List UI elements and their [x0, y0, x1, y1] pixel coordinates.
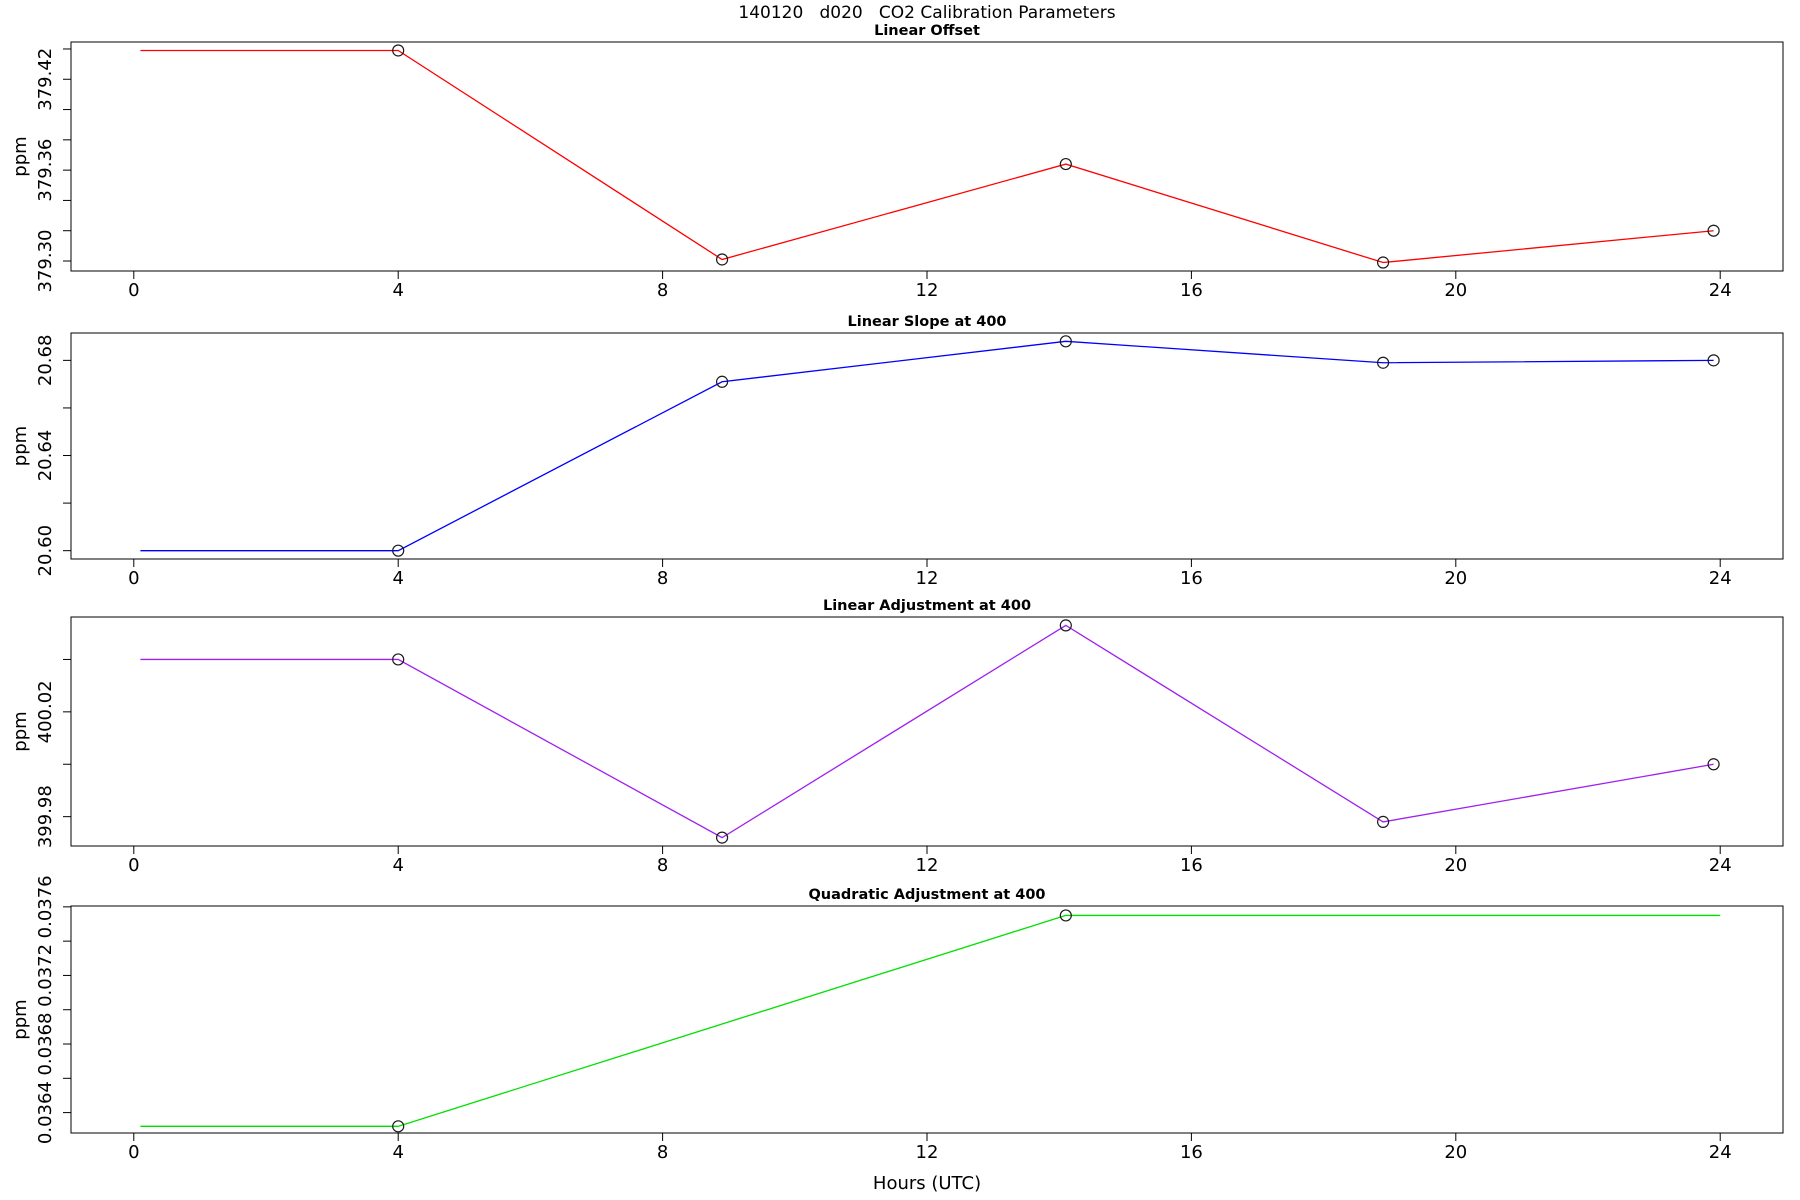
x-tick-label: 24 [1709, 568, 1732, 589]
y-tick-label: 379.42 [35, 48, 56, 111]
y-tick-label: 0.0372 [35, 944, 56, 1007]
x-tick-label: 8 [657, 855, 668, 876]
x-tick-label: 4 [392, 855, 403, 876]
x-tick-label: 20 [1444, 1142, 1467, 1163]
data-point-marker [1707, 354, 1720, 367]
x-tick-label: 16 [1180, 1142, 1203, 1163]
data-point-marker [392, 44, 405, 57]
panel-title: Linear Slope at 400 [847, 314, 1006, 330]
data-point-marker [392, 544, 405, 557]
data-point-marker [1059, 909, 1072, 922]
data-point-marker [715, 831, 729, 844]
data-point-marker [1376, 356, 1390, 369]
y-axis-unit-label: ppm [10, 711, 31, 751]
x-tick-label: 0 [128, 568, 139, 589]
y-axis-unit-label: ppm [10, 136, 31, 176]
x-tick-label: 0 [128, 280, 139, 301]
y-axis-unit-label: ppm [10, 426, 31, 466]
data-point-marker [1059, 619, 1072, 632]
linear-offset-line [140, 49, 1714, 264]
data-point-marker [1376, 815, 1390, 828]
y-tick-label: 20.64 [35, 430, 56, 482]
x-tick-label: 8 [657, 568, 668, 589]
y-tick-label: 379.36 [35, 139, 56, 202]
data-point-marker [1059, 157, 1072, 171]
x-tick-label: 0 [128, 1142, 139, 1163]
x-tick-label: 20 [1444, 280, 1467, 301]
x-axis-label: Hours (UTC) [872, 1173, 982, 1194]
plot-box [70, 332, 1784, 560]
data-point-marker [715, 375, 729, 388]
data-point-marker [1707, 224, 1720, 237]
panel-title: Linear Offset [874, 23, 980, 39]
x-tick-label: 8 [657, 280, 668, 301]
y-tick-label: 0.0368 [35, 1013, 56, 1076]
plot-box [70, 616, 1784, 847]
y-tick-label: 0.0364 [35, 1081, 56, 1144]
panel-linear-slope-at-400: Linear Slope at 400 20.68 20.64 20.60 ppm 0 4 8… [10, 314, 1784, 589]
panel-linear-offset: Linear Offset 379.42 379.36 379.30 ppm 0 4 8 12 1… [10, 23, 1784, 301]
x-tick-label: 12 [916, 280, 939, 301]
x-tick-label: 24 [1709, 1142, 1732, 1163]
x-tick-label: 4 [392, 280, 403, 301]
linear-adjustment-at-400-line [140, 624, 1714, 839]
y-tick-label: 0.0376 [35, 875, 56, 938]
x-tick-label: 16 [1180, 568, 1203, 589]
y-tick-label: 379.30 [35, 230, 56, 293]
data-point-marker [715, 253, 729, 266]
plot-box [70, 41, 1784, 272]
x-tick-label: 4 [392, 1142, 403, 1163]
x-tick-label: 20 [1444, 568, 1467, 589]
data-point-marker [1059, 335, 1072, 348]
linear-slope-at-400-line [140, 340, 1714, 552]
x-tick-label: 24 [1709, 855, 1732, 876]
x-tick-label: 12 [916, 1142, 939, 1163]
panel-quadratic-adjustment-at-400: Quadratic Adjustment at 400 0.0376 0.0372 0… [10, 875, 1784, 1163]
y-tick-label: 400.02 [35, 680, 56, 743]
y-tick-label: 20.60 [35, 525, 56, 577]
data-point-marker [1707, 758, 1720, 771]
panel-title: Quadratic Adjustment at 400 [808, 887, 1045, 903]
quadratic-adjustment-at-400-line [140, 914, 1721, 1127]
x-tick-label: 16 [1180, 280, 1203, 301]
x-tick-label: 12 [916, 855, 939, 876]
x-tick-label: 12 [916, 568, 939, 589]
data-point-marker [392, 653, 405, 666]
y-tick-label: 20.68 [35, 335, 56, 387]
y-axis-unit-label: ppm [10, 999, 31, 1039]
x-tick-label: 4 [392, 568, 403, 589]
x-tick-label: 20 [1444, 855, 1467, 876]
data-point-marker [392, 1120, 405, 1133]
panel-linear-adjustment-at-400: Linear Adjustment at 400 400.02 399.98 ppm 0… [10, 598, 1784, 876]
x-tick-label: 0 [128, 855, 139, 876]
x-tick-label: 8 [657, 1142, 668, 1163]
x-tick-label: 16 [1180, 855, 1203, 876]
y-tick-label: 399.98 [35, 785, 56, 848]
x-tick-label: 24 [1709, 280, 1732, 301]
plot-box [70, 905, 1784, 1134]
data-point-marker [1376, 256, 1390, 269]
page-title: 140120 d020 CO2 Calibration Parameters [738, 3, 1116, 23]
panel-title: Linear Adjustment at 400 [823, 598, 1031, 614]
